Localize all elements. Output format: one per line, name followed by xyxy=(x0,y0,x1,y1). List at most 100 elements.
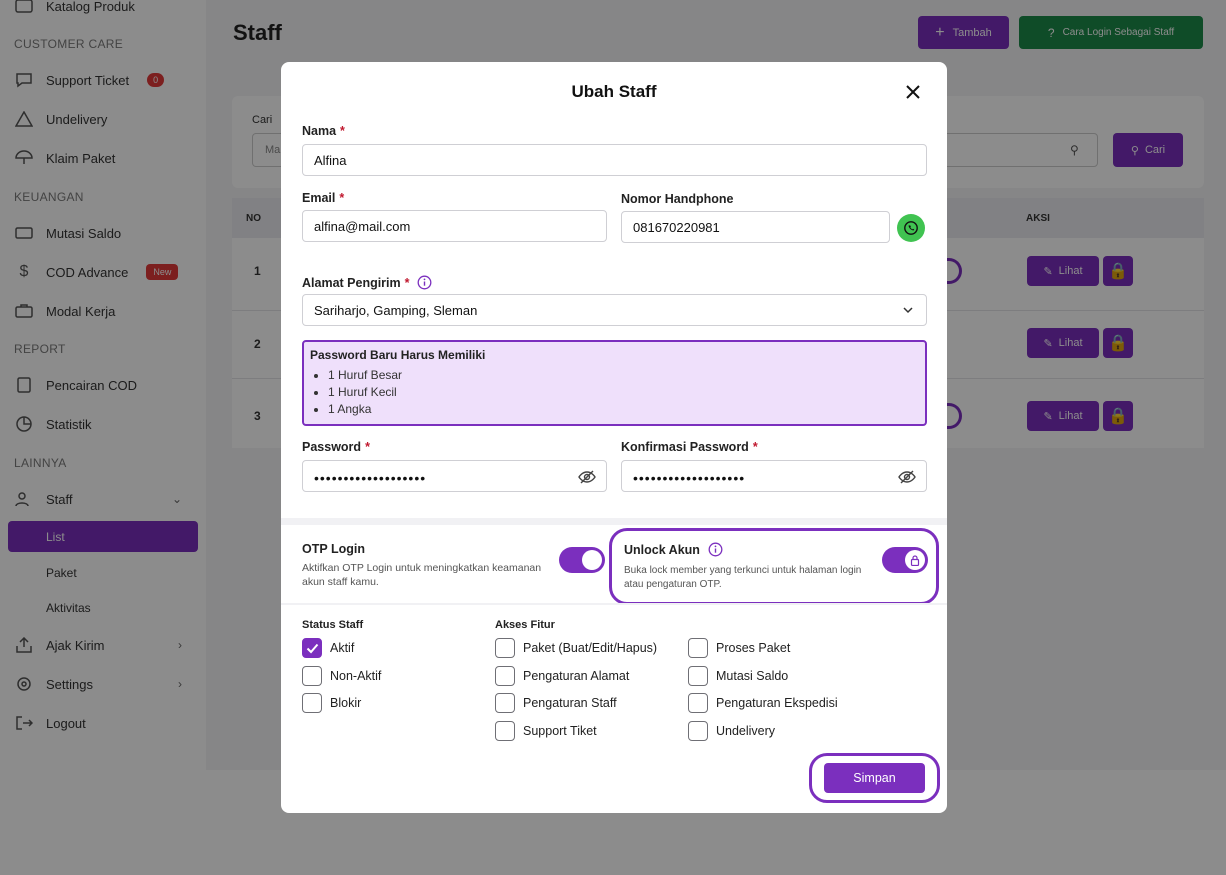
umbrella-icon xyxy=(14,149,34,167)
sidebar-item-mutasi-saldo[interactable]: Mutasi Saldo xyxy=(14,219,196,247)
sidebar-item-logout[interactable]: Logout xyxy=(14,709,196,737)
confirm-password-label: Konfirmasi Password * xyxy=(621,440,758,454)
list-item: 1 Angka xyxy=(328,401,919,418)
checkbox-label: Paket (Buat/Edit/Hapus) xyxy=(523,641,658,655)
sidebar-item-statistik[interactable]: Statistik xyxy=(14,410,196,438)
sidebar-item-support-ticket[interactable]: Support Ticket 0 xyxy=(14,66,196,94)
lock-button[interactable]: 🔒 xyxy=(1103,401,1133,431)
eye-off-icon[interactable] xyxy=(898,468,916,486)
sidebar-item-cod-advance[interactable]: $ COD Advance New xyxy=(14,258,196,286)
nama-input[interactable] xyxy=(302,144,927,176)
akses-pengaturan-ekspedisi-checkbox[interactable]: Pengaturan Ekspedisi xyxy=(688,693,838,713)
close-button[interactable] xyxy=(901,80,925,104)
sidebar-section-keuangan: KEUANGAN xyxy=(14,190,84,204)
akses-pengaturan-alamat-checkbox[interactable]: Pengaturan Alamat xyxy=(495,666,629,686)
confirm-password-input[interactable]: ••••••••••••••••••• xyxy=(621,460,927,492)
confirm-password-value: ••••••••••••••••••• xyxy=(633,470,746,486)
unlock-akun-toggle[interactable] xyxy=(882,547,928,573)
sidebar-item-katalog-produk[interactable]: Katalog Produk xyxy=(14,0,196,20)
checkbox-box xyxy=(495,721,515,741)
nama-label: Nama * xyxy=(302,124,345,138)
save-button[interactable]: Simpan xyxy=(824,763,925,793)
akses-support-tiket-checkbox[interactable]: Support Tiket xyxy=(495,721,597,741)
sidebar-subitem-paket[interactable]: Paket xyxy=(46,566,77,580)
checkbox-box xyxy=(302,693,322,713)
email-input[interactable] xyxy=(302,210,607,242)
add-staff-button[interactable]: + Tambah xyxy=(918,16,1009,49)
column-header-no: NO xyxy=(246,213,261,224)
sidebar-item-ajak-kirim[interactable]: Ajak Kirim › xyxy=(14,631,196,659)
akses-pengaturan-staff-checkbox[interactable]: Pengaturan Staff xyxy=(495,693,617,713)
page-title: Staff xyxy=(233,20,282,45)
chevron-right-icon: › xyxy=(178,677,182,691)
checkbox-box xyxy=(302,666,322,686)
view-label: Lihat xyxy=(1058,265,1083,277)
cara-login-button[interactable]: ? Cara Login Sebagai Staff xyxy=(1019,16,1203,49)
akses-mutasi-saldo-checkbox[interactable]: Mutasi Saldo xyxy=(688,666,788,686)
sidebar-item-modal-kerja[interactable]: Modal Kerja xyxy=(14,297,196,325)
checkbox-label: Blokir xyxy=(330,696,362,710)
info-icon[interactable] xyxy=(708,542,723,557)
search-button-label: Cari xyxy=(1144,144,1166,156)
otp-login-desc: Aktifkan OTP Login untuk meningkatkan ke… xyxy=(302,562,542,588)
akses-paket-checkbox[interactable]: Paket (Buat/Edit/Hapus) xyxy=(495,638,657,658)
share-icon xyxy=(14,636,34,654)
checkbox-label: Aktif xyxy=(330,641,355,655)
password-input[interactable]: ••••••••••••••••••• xyxy=(302,460,607,492)
sidebar-subitem-aktivitas[interactable]: Aktivitas xyxy=(46,601,91,615)
checkbox-box xyxy=(495,638,515,658)
phone-input[interactable] xyxy=(621,211,890,243)
chat-icon xyxy=(14,71,34,89)
checkbox-box xyxy=(688,666,708,686)
password-requirements-list: 1 Huruf Besar 1 Huruf Kecil 1 Angka xyxy=(310,367,919,418)
view-button[interactable]: ✎ Lihat xyxy=(1027,256,1099,286)
sidebar-subitem-list[interactable]: List xyxy=(8,521,198,552)
sidebar-section-report: REPORT xyxy=(14,342,66,356)
add-staff-label: Tambah xyxy=(952,26,992,39)
chevron-right-icon: › xyxy=(178,638,182,652)
view-button[interactable]: ✎ Lihat xyxy=(1027,401,1099,431)
lock-button[interactable]: 🔒 xyxy=(1103,256,1133,286)
sidebar-item-undelivery[interactable]: Undelivery xyxy=(14,105,196,133)
alamat-selected-value: Sariharjo, Gamping, Sleman xyxy=(314,303,478,318)
lock-button[interactable]: 🔒 xyxy=(1103,328,1133,358)
sidebar-item-settings[interactable]: Settings › xyxy=(14,670,196,698)
lock-icon: 🔒 xyxy=(1108,408,1128,425)
eye-off-icon[interactable] xyxy=(578,468,596,486)
whatsapp-button[interactable] xyxy=(897,214,925,242)
status-ring xyxy=(940,403,962,429)
sidebar-section-lainnya: LAINNYA xyxy=(14,456,67,470)
box-icon xyxy=(14,0,34,15)
edit-staff-modal: Ubah Staff Nama * Email * Nomor Handphon… xyxy=(281,62,947,813)
status-blokir-checkbox[interactable]: Blokir xyxy=(302,693,361,713)
info-icon[interactable] xyxy=(417,275,432,290)
toggle-knob xyxy=(905,550,925,570)
lock-icon: 🔒 xyxy=(1108,335,1128,352)
sidebar-item-label: Mutasi Saldo xyxy=(46,225,122,241)
cod-advance-badge: New xyxy=(146,264,179,280)
pie-chart-icon xyxy=(14,415,34,433)
checkbox-box xyxy=(495,693,515,713)
sidebar-item-label: Support Ticket xyxy=(46,72,130,88)
email-label: Email * xyxy=(302,191,344,205)
akses-undelivery-checkbox[interactable]: Undelivery xyxy=(688,721,775,741)
search-button[interactable]: ⚲ Cari xyxy=(1113,133,1183,167)
required-mark: * xyxy=(752,440,758,454)
support-ticket-badge: 0 xyxy=(147,73,165,87)
sidebar-item-label: Logout xyxy=(46,715,86,731)
password-label: Password * xyxy=(302,440,370,454)
alamat-select[interactable]: Sariharjo, Gamping, Sleman xyxy=(302,294,927,326)
required-mark: * xyxy=(339,191,345,205)
akses-proses-paket-checkbox[interactable]: Proses Paket xyxy=(688,638,790,658)
status-ring xyxy=(940,258,962,284)
status-non-aktif-checkbox[interactable]: Non-Aktif xyxy=(302,666,381,686)
sidebar-item-pencairan-cod[interactable]: Pencairan COD xyxy=(14,371,196,399)
otp-login-toggle[interactable] xyxy=(559,547,605,573)
sidebar-item-staff[interactable]: Staff ⌄ xyxy=(14,485,196,513)
sidebar-item-klaim-paket[interactable]: Klaim Paket xyxy=(14,144,196,172)
save-highlight xyxy=(809,753,940,803)
view-button[interactable]: ✎ Lihat xyxy=(1027,328,1099,358)
status-aktif-checkbox[interactable]: Aktif xyxy=(302,638,354,658)
checkbox-label: Pengaturan Alamat xyxy=(523,669,630,683)
required-mark: * xyxy=(365,440,370,454)
